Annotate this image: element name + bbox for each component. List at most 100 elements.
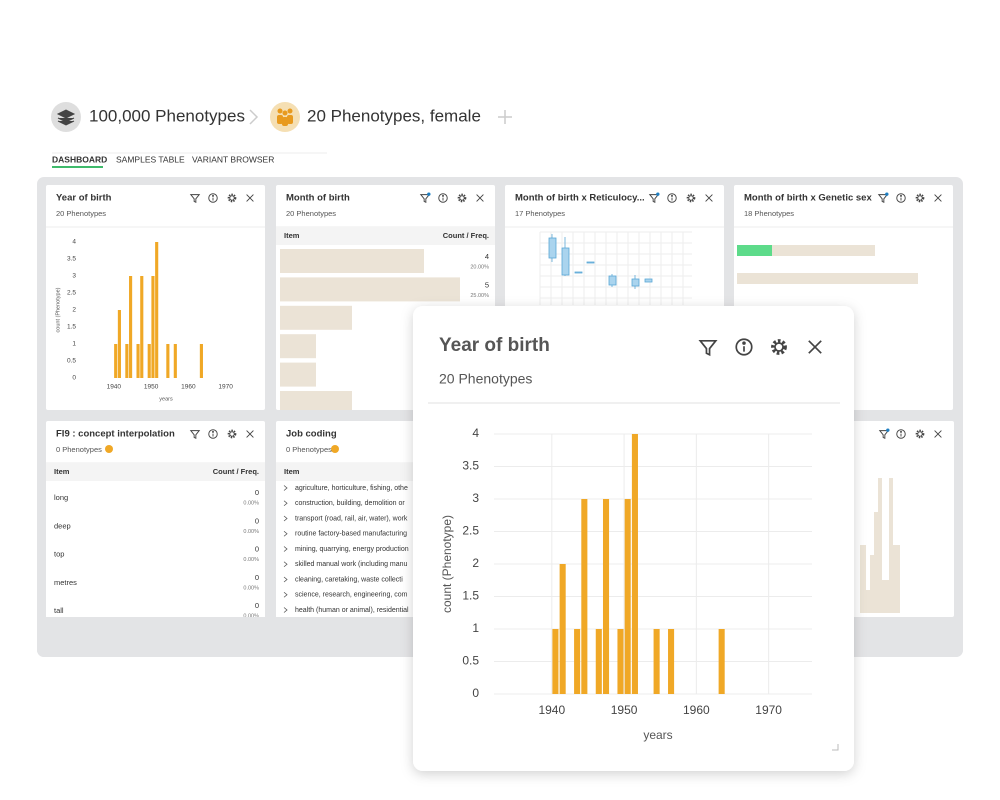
filter-glyph: [189, 430, 201, 440]
expand-chevron[interactable]: [283, 530, 288, 537]
gear-glyph: [227, 429, 237, 439]
frequency-bar: [280, 334, 316, 359]
settings-button[interactable]: [686, 193, 696, 203]
filter-button[interactable]: [189, 194, 201, 204]
bar: [147, 344, 151, 378]
job-item[interactable]: mining, quarrying, energy production: [295, 546, 409, 553]
info-button[interactable]: [438, 193, 448, 203]
add-cohort[interactable]: [498, 110, 512, 124]
settings-button[interactable]: [771, 339, 787, 355]
y-tick-label: 2.5: [67, 290, 76, 297]
gear-glyph: [229, 195, 235, 201]
resize-handle[interactable]: [832, 744, 839, 751]
filter-button[interactable]: [648, 192, 660, 204]
settings-button[interactable]: [227, 193, 237, 203]
settings-button[interactable]: [227, 429, 237, 439]
close-button[interactable]: [246, 194, 254, 202]
card-subtitle: 18 Phenotypes: [744, 209, 794, 218]
expand-chevron[interactable]: [283, 515, 288, 522]
close-button[interactable]: [934, 194, 942, 202]
y-tick-label: 4: [472, 426, 479, 440]
job-item[interactable]: cleaning, caretaking, waste collecti: [295, 576, 403, 583]
expand-chevron[interactable]: [283, 591, 288, 598]
job-item[interactable]: agriculture, horticulture, fishing, othe: [295, 485, 408, 492]
filter-button[interactable]: [419, 192, 431, 204]
column-header: Count / Freq.: [213, 467, 259, 476]
active-dot: [885, 192, 889, 196]
tab[interactable]: VARIANT BROWSER: [192, 154, 274, 164]
bar: [140, 276, 144, 378]
gear-glyph: [771, 339, 787, 355]
card-subtitle: 0 Phenotypes: [286, 445, 332, 454]
close-button[interactable]: [476, 194, 484, 202]
close-glyph: [705, 194, 713, 202]
warning-icon: [105, 445, 113, 453]
info-glyph: [667, 193, 677, 203]
expand-chevron[interactable]: [283, 546, 288, 552]
filter-button[interactable]: [189, 430, 201, 440]
card-content: Month of birth 20 Phenotypes Item Count / F…: [276, 192, 495, 410]
bar: [155, 242, 159, 378]
bar: [631, 434, 638, 694]
filter-button[interactable]: [877, 192, 889, 204]
job-item[interactable]: routine factory-based manufacturing: [295, 531, 407, 538]
info-button[interactable]: [208, 193, 218, 203]
filter-button[interactable]: [878, 428, 890, 440]
info-glyph: [896, 429, 906, 439]
job-item[interactable]: construction, building, demolition or: [295, 500, 405, 507]
count-label: 5: [485, 280, 489, 289]
job-item[interactable]: science, research, engineering, com: [295, 592, 408, 599]
column-header: Item: [284, 467, 300, 476]
job-item[interactable]: transport (road, rail, air, water), work: [295, 515, 408, 522]
warning-icon: [331, 445, 339, 453]
expand-chevron[interactable]: [283, 500, 288, 507]
breadcrumb-separator: [249, 109, 259, 125]
bar: [125, 344, 129, 378]
y-tick-label: 3: [72, 273, 76, 280]
x-tick-label: 1960: [181, 384, 196, 391]
y-tick-label: 1.5: [462, 589, 479, 603]
x-tick-label: 1970: [755, 703, 782, 717]
column-header: Count / Freq.: [443, 231, 489, 240]
tab[interactable]: DASHBOARD: [52, 154, 107, 164]
card-title: Job coding: [286, 429, 337, 440]
item-label: metres: [54, 578, 77, 587]
breadcrumb-item[interactable]: 100,000 Phenotypes: [89, 106, 245, 125]
y-tick-label: 0.5: [67, 358, 76, 365]
close-button[interactable]: [705, 194, 713, 202]
info-button[interactable]: [735, 338, 753, 356]
info-button[interactable]: [896, 193, 906, 203]
layers-glyph: [56, 109, 76, 126]
close-button[interactable]: [246, 430, 254, 438]
expand-chevron[interactable]: [283, 485, 288, 491]
close-glyph: [246, 194, 254, 202]
expand-chevron[interactable]: [283, 607, 288, 613]
expand-chevron[interactable]: [283, 561, 288, 568]
y-tick-label: 0: [472, 686, 479, 700]
info-button[interactable]: [896, 429, 906, 439]
count-label: 0: [255, 516, 259, 525]
job-item[interactable]: skilled manual work (including manu: [295, 561, 408, 568]
info-glyph: [900, 194, 902, 197]
settings-button[interactable]: [915, 429, 925, 439]
column-header: Item: [284, 231, 300, 240]
job-item[interactable]: health (human or animal), residential: [295, 607, 409, 614]
freq-label: 0.00%: [243, 529, 259, 535]
close-button[interactable]: [808, 340, 822, 354]
box: [574, 271, 583, 274]
y-axis-title: count (Phenotype): [440, 515, 454, 613]
breadcrumb-item[interactable]: 20 Phenotypes, female: [307, 106, 481, 125]
bar: [117, 310, 121, 378]
tab[interactable]: SAMPLES TABLE: [116, 154, 185, 164]
expand-chevron[interactable]: [283, 576, 288, 583]
card-content: FI9 : concept interpolation 0 Phenotypes I…: [46, 429, 265, 620]
count-label: 0: [255, 545, 259, 554]
filter-button[interactable]: [698, 339, 718, 357]
settings-button[interactable]: [915, 193, 925, 203]
close-button[interactable]: [934, 430, 942, 438]
info-button[interactable]: [208, 429, 218, 439]
settings-button[interactable]: [457, 193, 467, 203]
expanded-chart: 0 0.5 1 1.5 2 2.5 3 3.5 4 1940 1950 1960 1970 count (…: [440, 426, 812, 742]
info-button[interactable]: [667, 193, 677, 203]
